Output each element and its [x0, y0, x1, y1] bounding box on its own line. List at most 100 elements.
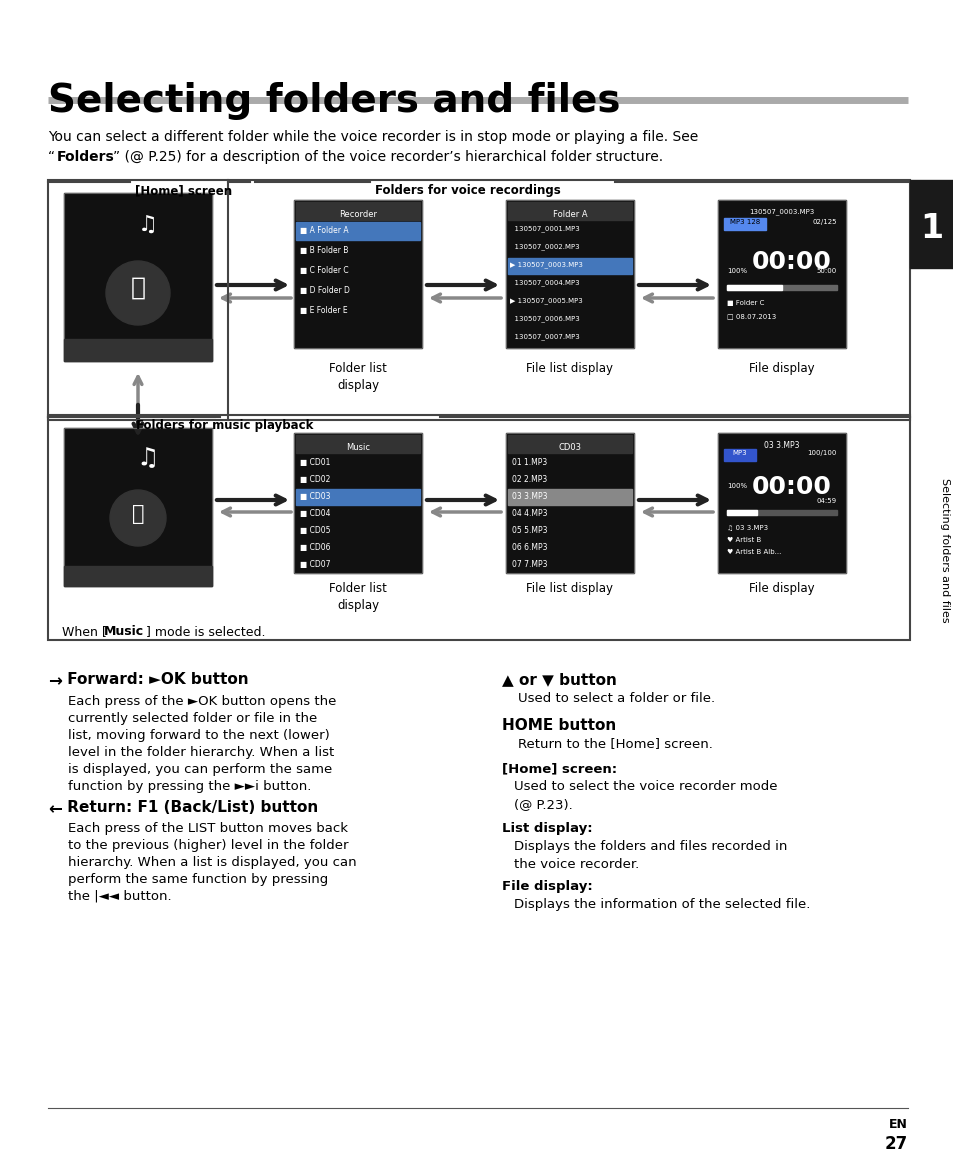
Text: ■ D Folder D: ■ D Folder D	[299, 286, 350, 295]
Bar	[64, 339, 212, 361]
Text: 06 6.MP3: 06 6.MP3	[512, 543, 547, 552]
Text: 03 3.MP3: 03 3.MP3	[512, 492, 547, 501]
Text: is displayed, you can perform the same: is displayed, you can perform the same	[68, 763, 332, 776]
Text: Folders for voice recordings: Folders for voice recordings	[375, 184, 560, 197]
Text: the voice recorder.: the voice recorder.	[514, 858, 639, 871]
Text: Displays the folders and files recorded in: Displays the folders and files recorded …	[514, 840, 786, 853]
Text: (@ P.23).: (@ P.23).	[514, 798, 572, 811]
Bar	[718, 433, 845, 573]
Bar	[726, 285, 836, 290]
Text: 130507_0004.MP3: 130507_0004.MP3	[510, 279, 579, 286]
Text: ■ CD06: ■ CD06	[299, 543, 330, 552]
Text: 00:00: 00:00	[751, 475, 831, 499]
Text: currently selected folder or file in the: currently selected folder or file in the	[68, 712, 317, 725]
Text: 02/125: 02/125	[812, 219, 836, 225]
Text: 🎤: 🎤	[131, 276, 146, 300]
Text: [Home] screen:: [Home] screen:	[501, 762, 617, 775]
Text: ■ CD02: ■ CD02	[299, 475, 330, 484]
Text: Folder list
display: Folder list display	[329, 362, 387, 393]
Bar	[726, 285, 781, 290]
Bar	[723, 449, 755, 461]
Text: 130507_0007.MP3: 130507_0007.MP3	[510, 334, 579, 339]
Text: ▶ 130507_0003.MP3: ▶ 130507_0003.MP3	[510, 261, 582, 267]
Text: 130507_0002.MP3: 130507_0002.MP3	[510, 243, 579, 250]
Text: □ 08.07.2013: □ 08.07.2013	[726, 313, 776, 318]
Text: list, moving forward to the next (lower): list, moving forward to the next (lower)	[68, 730, 330, 742]
Bar	[64, 193, 212, 361]
Text: Recorder: Recorder	[338, 210, 376, 219]
Text: ■ Folder C: ■ Folder C	[726, 300, 763, 306]
Text: 130507_0003.MP3: 130507_0003.MP3	[749, 208, 814, 214]
Bar	[507, 489, 631, 505]
Text: Each press of the ►OK button opens the: Each press of the ►OK button opens the	[68, 695, 336, 708]
Text: 1: 1	[920, 212, 943, 244]
Text: List display:: List display:	[501, 822, 592, 835]
Text: File list display: File list display	[526, 582, 613, 595]
Bar	[909, 179, 953, 267]
Bar	[294, 200, 421, 349]
Bar	[294, 433, 421, 573]
Bar	[64, 193, 212, 361]
Text: 03 3.MP3: 03 3.MP3	[763, 441, 799, 450]
Text: Forward: ►OK button: Forward: ►OK button	[62, 672, 249, 687]
Bar	[295, 435, 419, 453]
Text: Each press of the LIST button moves back: Each press of the LIST button moves back	[68, 822, 348, 835]
Bar	[64, 566, 212, 586]
Bar	[726, 510, 836, 515]
Bar	[718, 200, 845, 349]
Text: perform the same function by pressing: perform the same function by pressing	[68, 873, 328, 886]
Text: 04 4.MP3: 04 4.MP3	[512, 510, 547, 518]
Bar	[294, 433, 421, 573]
Text: 05 5.MP3: 05 5.MP3	[512, 526, 547, 535]
Text: ■ E Folder E: ■ E Folder E	[299, 306, 347, 315]
Text: 100/100: 100/100	[807, 450, 836, 456]
Text: Music: Music	[346, 444, 370, 452]
Text: ■ CD03: ■ CD03	[299, 492, 330, 501]
Text: Displays the information of the selected file.: Displays the information of the selected…	[514, 897, 809, 911]
Text: 00:00: 00:00	[751, 250, 831, 274]
Text: Folder list
display: Folder list display	[329, 582, 387, 611]
Text: 100%: 100%	[726, 483, 746, 489]
Text: Music: Music	[104, 625, 144, 638]
Bar	[507, 201, 631, 220]
Bar	[505, 200, 634, 349]
Text: ] mode is selected.: ] mode is selected.	[146, 625, 265, 638]
Bar	[295, 222, 419, 240]
Text: “: “	[48, 151, 55, 164]
Circle shape	[106, 261, 170, 325]
Bar	[64, 428, 212, 586]
Text: Folders: Folders	[57, 151, 114, 164]
Bar	[507, 435, 631, 453]
Text: ■ A Folder A: ■ A Folder A	[299, 226, 348, 235]
Bar	[295, 489, 419, 505]
Bar	[505, 433, 634, 573]
Text: ■ CD04: ■ CD04	[299, 510, 330, 518]
Text: Folder A: Folder A	[552, 210, 587, 219]
Text: File display: File display	[748, 582, 814, 595]
Text: Return to the [Home] screen.: Return to the [Home] screen.	[517, 736, 712, 750]
Text: ■ C Folder C: ■ C Folder C	[299, 266, 348, 274]
Text: 130507_0001.MP3: 130507_0001.MP3	[510, 225, 579, 232]
Text: ▲ or ▼ button: ▲ or ▼ button	[501, 672, 617, 687]
Text: HOME button: HOME button	[501, 718, 616, 733]
Text: to the previous (higher) level in the folder: to the previous (higher) level in the fo…	[68, 840, 348, 852]
Bar	[507, 258, 631, 274]
Bar	[505, 200, 634, 349]
Text: ■ CD05: ■ CD05	[299, 526, 330, 535]
Bar	[294, 200, 421, 349]
Text: Return: F1 (Back/List) button: Return: F1 (Back/List) button	[62, 800, 318, 815]
Bar	[726, 510, 757, 515]
Text: function by pressing the ►►i button.: function by pressing the ►►i button.	[68, 780, 311, 793]
Bar	[64, 428, 212, 586]
Text: Used to select the voice recorder mode: Used to select the voice recorder mode	[514, 780, 777, 793]
Text: 07 7.MP3: 07 7.MP3	[512, 560, 547, 569]
Text: MP3 128: MP3 128	[729, 219, 760, 225]
Bar	[48, 179, 909, 420]
Text: ♥ Artist B Alb...: ♥ Artist B Alb...	[726, 549, 781, 555]
Text: File list display: File list display	[526, 362, 613, 375]
Text: File display: File display	[748, 362, 814, 375]
Bar	[718, 200, 845, 349]
Text: 100%: 100%	[726, 267, 746, 274]
Text: 27: 27	[883, 1135, 907, 1153]
Text: You can select a different folder while the voice recorder is in stop mode or pl: You can select a different folder while …	[48, 130, 698, 144]
